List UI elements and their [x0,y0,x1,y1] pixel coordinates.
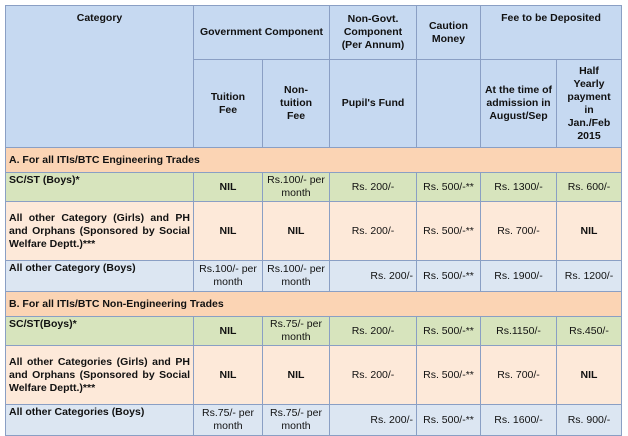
row-half-yearly: NIL [555,201,623,261]
row-half-yearly: Rs. 1200/- [555,260,623,292]
row-category: All other Category (Girls) and PH and Or… [5,201,194,261]
row-admission: Rs. 1600/- [480,404,557,436]
fee-structure-table-container: Category Government Component Non-Govt. … [4,5,623,436]
row-caution: Rs. 500/-** [416,172,481,202]
row-category: All other Category (Boys) [5,260,194,292]
row-tuition: NIL [193,201,263,261]
row-admission: Rs. 700/- [480,345,557,405]
section-title: A. For all ITIs/BTC Engineering Trades [4,147,623,173]
row-half-yearly: Rs. 600/- [555,172,623,202]
header-caution-money: Caution Money [416,5,481,60]
row-non-tuition: Rs.75/- per month [262,404,330,436]
header-row-top: Category Government Component Non-Govt. … [5,5,623,148]
row-tuition: NIL [193,316,263,346]
row-non-tuition: Rs.100/- per month [262,172,330,202]
row-category: All other Categories (Boys) [5,404,194,436]
row-caution: Rs. 500/-** [416,201,481,261]
header-category: Category [5,5,194,148]
row-non-tuition: NIL [262,345,330,405]
row-caution: Rs. 500/-** [416,260,481,292]
row-pupils-fund: Rs. 200/- [329,345,417,405]
row-pupils-fund: Rs. 200/- [329,404,417,436]
row-category: SC/ST (Boys)* [5,172,194,202]
table-row: SC/ST(Boys)* NIL Rs.75/- per month Rs. 2… [5,316,623,346]
header-at-admission: At the time of admission in August/Sep [480,59,557,148]
row-non-tuition: Rs.100/- per month [262,260,330,292]
row-pupils-fund: Rs. 200/- [329,316,417,346]
header-caution-blank [416,59,481,148]
row-half-yearly: Rs.450/- [555,316,623,346]
table-row: All other Category (Girls) and PH and Or… [5,201,623,261]
row-tuition: NIL [193,345,263,405]
header-non-tuition-fee: Non-tuition Fee [262,59,330,148]
section-b-row: B. For all ITIs/BTC Non-Engineering Trad… [4,291,623,317]
fee-structure-table: Category Government Component Non-Govt. … [4,5,623,436]
table-row: SC/ST (Boys)* NIL Rs.100/- per month Rs.… [5,172,623,202]
row-tuition: Rs.75/- per month [193,404,263,436]
row-half-yearly: NIL [555,345,623,405]
row-admission: Rs. 1900/- [480,260,557,292]
row-non-tuition: Rs.75/- per month [262,316,330,346]
section-a-row: A. For all ITIs/BTC Engineering Trades [4,147,623,173]
header-pupils-fund: Pupil's Fund [329,59,417,148]
row-tuition: Rs.100/- per month [193,260,263,292]
header-non-govt-component: Non-Govt. Component (Per Annum) [329,5,417,60]
table-row: All other Category (Boys) Rs.100/- per m… [5,260,623,292]
row-caution: Rs. 500/-** [416,316,481,346]
row-pupils-fund: Rs. 200/- [329,260,417,292]
row-pupils-fund: Rs. 200/- [329,201,417,261]
row-tuition: NIL [193,172,263,202]
table-row: All other Categories (Boys) Rs.75/- per … [5,404,623,436]
row-category: SC/ST(Boys)* [5,316,194,346]
row-admission: Rs. 700/- [480,201,557,261]
table-row: All other Categories (Girls) and PH and … [5,345,623,405]
header-government-component: Government Component [193,5,330,60]
row-caution: Rs. 500/-** [416,345,481,405]
row-half-yearly: Rs. 900/- [555,404,623,436]
row-pupils-fund: Rs. 200/- [329,172,417,202]
header-tuition-fee: Tuition Fee [193,59,263,148]
row-caution: Rs. 500/-** [416,404,481,436]
header-row-sub: Tuition Fee Non-tuition Fee Pupil's Fund… [6,59,623,148]
header-half-yearly: Half Yearly payment in Jan./Feb 2015 [555,59,623,148]
row-admission: Rs.1150/- [480,316,557,346]
row-admission: Rs. 1300/- [480,172,557,202]
section-title: B. For all ITIs/BTC Non-Engineering Trad… [4,291,623,317]
row-non-tuition: NIL [262,201,330,261]
header-fee-to-be-deposited: Fee to be Deposited [479,5,623,60]
row-category: All other Categories (Girls) and PH and … [5,345,194,405]
